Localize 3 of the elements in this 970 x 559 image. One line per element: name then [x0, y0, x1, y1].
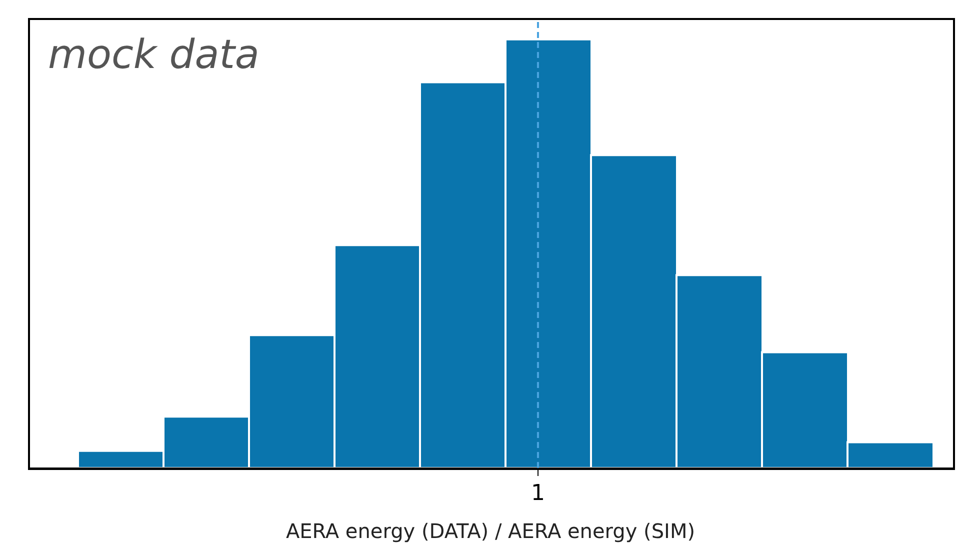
annotation: mock data: [48, 32, 260, 78]
text: 1: [530, 481, 545, 506]
x-axis-title: AERA energy (DATA) / AERA energy (SIM): [286, 519, 696, 543]
